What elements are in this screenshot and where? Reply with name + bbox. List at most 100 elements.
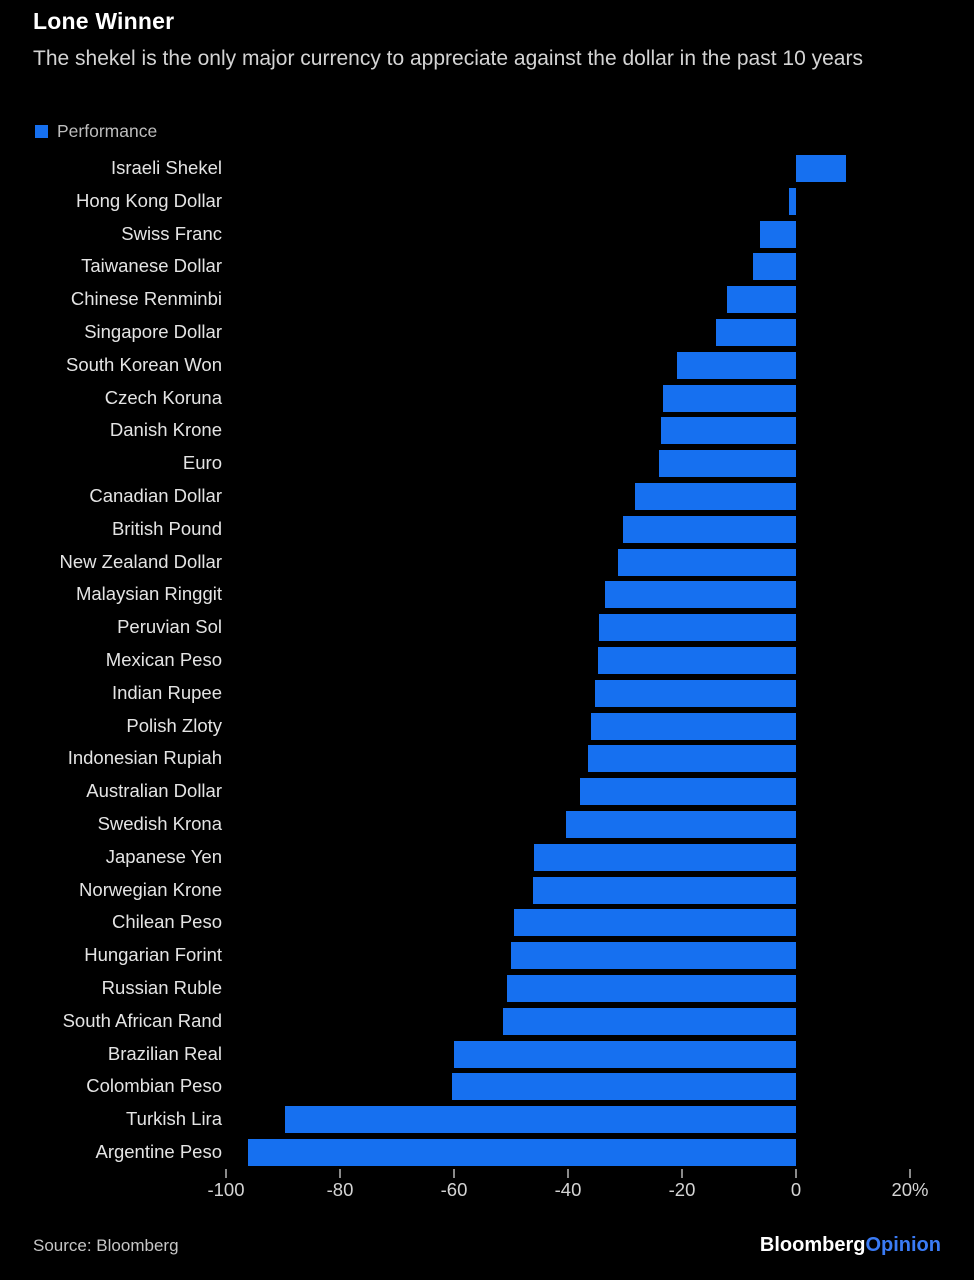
bar-row: Japanese Yen bbox=[0, 841, 974, 874]
bar-track bbox=[226, 841, 910, 874]
performance-bar bbox=[635, 482, 796, 510]
axis-tick bbox=[567, 1169, 569, 1178]
category-label: Japanese Yen bbox=[105, 845, 222, 867]
category-label: Chinese Renminbi bbox=[70, 288, 222, 310]
bar-row: South African Rand bbox=[0, 1005, 974, 1038]
bar-track bbox=[226, 710, 910, 743]
axis-tick-label: 20% bbox=[891, 1179, 929, 1200]
category-label: Argentine Peso bbox=[95, 1140, 222, 1162]
performance-bar bbox=[663, 384, 796, 412]
performance-bar bbox=[590, 712, 796, 740]
axis-tick-label: -100 bbox=[207, 1179, 245, 1200]
axis-tick-label: -80 bbox=[326, 1179, 354, 1200]
category-label: Malaysian Ringgit bbox=[75, 583, 222, 605]
bar-track bbox=[226, 152, 910, 185]
category-label: Brazilian Real bbox=[107, 1042, 222, 1064]
category-label: Colombian Peso bbox=[86, 1075, 222, 1097]
bar-track bbox=[226, 382, 910, 415]
performance-bar bbox=[594, 679, 796, 707]
performance-bar bbox=[532, 876, 796, 904]
performance-bar bbox=[727, 286, 796, 314]
bar-row: Danish Krone bbox=[0, 414, 974, 447]
category-label: South African Rand bbox=[62, 1009, 222, 1031]
category-label: Peruvian Sol bbox=[117, 616, 222, 638]
bar-track bbox=[226, 972, 910, 1005]
performance-bar bbox=[285, 1106, 796, 1134]
bar-track bbox=[226, 742, 910, 775]
bar-row: Chilean Peso bbox=[0, 906, 974, 939]
category-label: Mexican Peso bbox=[105, 648, 222, 670]
legend: Performance bbox=[35, 121, 157, 142]
axis-tick-label: 0 bbox=[790, 1179, 802, 1200]
bar-track bbox=[226, 644, 910, 677]
bar-track bbox=[226, 250, 910, 283]
bar-row: Swedish Krona bbox=[0, 808, 974, 841]
brand-secondary: Opinion bbox=[865, 1234, 941, 1256]
category-label: South Korean Won bbox=[66, 353, 222, 375]
bar-track bbox=[226, 513, 910, 546]
bar-row: Brazilian Real bbox=[0, 1038, 974, 1071]
performance-bar bbox=[452, 1073, 796, 1101]
bar-row: Argentine Peso bbox=[0, 1136, 974, 1169]
bar-track bbox=[226, 447, 910, 480]
performance-bar bbox=[676, 351, 796, 379]
axis-tick-label: -40 bbox=[554, 1179, 582, 1200]
bar-track bbox=[226, 939, 910, 972]
category-label: Swiss Franc bbox=[121, 222, 222, 244]
bar-row: Norwegian Krone bbox=[0, 874, 974, 907]
performance-bar bbox=[248, 1138, 796, 1166]
bar-row: Indian Rupee bbox=[0, 677, 974, 710]
performance-bar bbox=[579, 778, 796, 806]
bar-row: Czech Koruna bbox=[0, 382, 974, 415]
performance-bar bbox=[661, 417, 796, 445]
bar-row: Malaysian Ringgit bbox=[0, 578, 974, 611]
category-label: Chilean Peso bbox=[111, 911, 222, 933]
performance-bar bbox=[760, 220, 796, 248]
bar-row: Australian Dollar bbox=[0, 775, 974, 808]
performance-bar bbox=[789, 187, 796, 215]
performance-bar bbox=[618, 548, 796, 576]
category-label: Singapore Dollar bbox=[84, 320, 222, 342]
performance-bar bbox=[587, 745, 796, 773]
axis-tick bbox=[909, 1169, 911, 1178]
bar-track bbox=[226, 1005, 910, 1038]
bar-row: Turkish Lira bbox=[0, 1103, 974, 1136]
chart-title: Lone Winner bbox=[33, 8, 175, 34]
performance-bar bbox=[796, 155, 847, 182]
bar-row: Euro bbox=[0, 447, 974, 480]
category-label: Norwegian Krone bbox=[79, 878, 222, 900]
category-label: Indian Rupee bbox=[111, 681, 222, 703]
axis-tick bbox=[795, 1169, 797, 1178]
category-label: Indonesian Rupiah bbox=[67, 747, 222, 769]
bar-row: Peruvian Sol bbox=[0, 611, 974, 644]
bar-row: Russian Ruble bbox=[0, 972, 974, 1005]
bar-track bbox=[226, 218, 910, 251]
axis-tick bbox=[225, 1169, 227, 1178]
performance-bar bbox=[507, 974, 796, 1002]
bar-track bbox=[226, 611, 910, 644]
bar-track bbox=[226, 480, 910, 513]
bar-track bbox=[226, 316, 910, 349]
category-label: Australian Dollar bbox=[86, 780, 222, 802]
bar-row: Hong Kong Dollar bbox=[0, 185, 974, 218]
bar-row: Polish Zloty bbox=[0, 710, 974, 743]
performance-bar bbox=[565, 810, 796, 838]
axis-tick bbox=[339, 1169, 341, 1178]
bar-track bbox=[226, 1070, 910, 1103]
category-label: Hong Kong Dollar bbox=[75, 189, 222, 211]
performance-bar bbox=[659, 450, 796, 478]
category-label: Taiwanese Dollar bbox=[81, 255, 222, 277]
bar-track bbox=[226, 414, 910, 447]
category-label: Israeli Shekel bbox=[110, 157, 222, 178]
x-axis-ticks bbox=[225, 1169, 911, 1179]
performance-bar bbox=[511, 942, 796, 970]
bar-track bbox=[226, 283, 910, 316]
performance-bar bbox=[605, 581, 796, 609]
axis-tick bbox=[453, 1169, 455, 1178]
bloomberg-opinion-logo: BloombergOpinion bbox=[760, 1234, 941, 1257]
bar-row: Chinese Renminbi bbox=[0, 283, 974, 316]
x-axis-tick-labels: -100 -80 -60 -40 -20 0 20% bbox=[207, 1179, 928, 1203]
category-label: Russian Ruble bbox=[101, 976, 222, 998]
performance-bar bbox=[599, 614, 796, 642]
